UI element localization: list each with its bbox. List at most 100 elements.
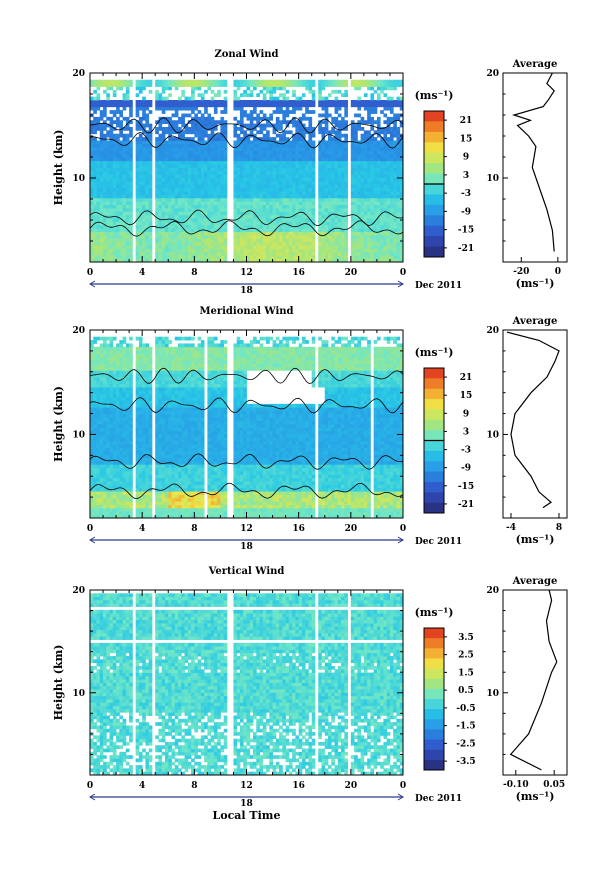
heatmap-cell bbox=[318, 96, 322, 101]
heatmap-cell bbox=[135, 241, 140, 246]
heatmap-cell bbox=[334, 120, 339, 125]
heatmap-cell bbox=[380, 177, 384, 182]
heatmap-cell bbox=[282, 100, 287, 104]
heatmap-cell bbox=[275, 184, 280, 189]
heatmap-cell bbox=[396, 113, 401, 118]
heatmap-cell bbox=[93, 160, 97, 165]
heatmap-cell bbox=[249, 167, 254, 172]
heatmap-cell bbox=[119, 204, 123, 209]
heatmap-cell bbox=[360, 137, 365, 141]
heatmap-cell bbox=[99, 130, 104, 135]
heatmap-cell bbox=[96, 457, 101, 462]
heatmap-cell bbox=[324, 238, 329, 243]
heatmap-cell bbox=[178, 103, 182, 108]
heatmap-cell bbox=[204, 218, 208, 222]
heatmap-cell bbox=[380, 231, 384, 236]
heatmap-cell bbox=[90, 501, 94, 505]
heatmap-cell bbox=[99, 390, 104, 395]
heatmap-cell bbox=[116, 370, 120, 375]
heatmap-cell bbox=[194, 245, 198, 249]
heatmap-cell bbox=[168, 251, 172, 256]
heatmap-cell bbox=[90, 460, 94, 465]
heatmap-cell bbox=[119, 511, 123, 516]
heatmap-cell bbox=[93, 147, 97, 152]
heatmap-cell bbox=[253, 221, 257, 226]
heatmap-cell bbox=[197, 174, 202, 179]
heatmap-cell bbox=[125, 258, 130, 263]
heatmap-cell bbox=[200, 120, 205, 125]
heatmap-cell bbox=[337, 164, 342, 168]
heatmap-cell bbox=[324, 96, 329, 101]
heatmap-cell bbox=[187, 248, 192, 253]
heatmap-cell bbox=[376, 79, 381, 84]
heatmap-cell bbox=[125, 224, 130, 229]
heatmap-cell bbox=[376, 218, 381, 222]
heatmap-cell bbox=[344, 208, 348, 212]
heatmap-cell bbox=[269, 221, 273, 226]
heatmap-cell bbox=[158, 170, 163, 175]
heatmap-cell bbox=[194, 83, 198, 87]
heatmap-cell bbox=[253, 238, 257, 243]
heatmap-cell bbox=[129, 258, 133, 263]
heatmap-cell bbox=[109, 140, 114, 145]
heatmap-cell bbox=[106, 251, 110, 256]
heatmap-cell bbox=[155, 160, 159, 165]
heatmap-cell bbox=[103, 474, 107, 479]
heatmap-cell bbox=[259, 214, 264, 219]
heatmap-cell bbox=[288, 164, 293, 168]
heatmap-cell bbox=[223, 255, 228, 260]
heatmap-cell bbox=[109, 477, 114, 482]
heatmap-cell bbox=[119, 150, 123, 155]
heatmap-cell bbox=[337, 187, 342, 192]
heatmap-cell bbox=[253, 164, 257, 168]
heatmap-cell bbox=[295, 245, 300, 249]
heatmap-cell bbox=[181, 191, 185, 195]
heatmap-cell bbox=[103, 400, 107, 405]
heatmap-cell bbox=[99, 218, 104, 222]
heatmap-cell bbox=[135, 164, 140, 168]
heatmap-cell bbox=[204, 258, 208, 263]
heatmap-cell bbox=[145, 231, 150, 236]
heatmap-cell bbox=[357, 194, 362, 199]
heatmap-cell bbox=[200, 154, 205, 158]
heatmap-cell bbox=[204, 170, 208, 175]
heatmap-cell bbox=[373, 147, 378, 152]
heatmap-cell bbox=[90, 457, 94, 462]
heatmap-cell bbox=[253, 248, 257, 253]
heatmap-cell bbox=[207, 100, 212, 104]
heatmap-cell bbox=[138, 231, 143, 236]
heatmap-cell bbox=[191, 170, 195, 175]
heatmap-cell bbox=[161, 133, 166, 138]
heatmap-cell bbox=[253, 103, 257, 108]
heatmap-cell bbox=[145, 106, 150, 111]
heatmap-cell bbox=[318, 86, 322, 91]
heatmap-cell bbox=[324, 103, 329, 108]
heatmap-cell bbox=[288, 110, 293, 114]
heatmap-cell bbox=[116, 356, 120, 361]
heatmap-cell bbox=[298, 248, 303, 253]
heatmap-cell bbox=[103, 377, 107, 381]
heatmap-cell bbox=[236, 157, 241, 162]
heatmap-cell bbox=[191, 194, 195, 199]
heatmap-cell bbox=[161, 130, 166, 135]
heatmap-cell bbox=[298, 79, 303, 84]
heatmap-cell bbox=[119, 477, 123, 482]
heatmap-cell bbox=[341, 83, 345, 87]
heatmap-cell bbox=[187, 106, 192, 111]
heatmap-cell bbox=[373, 235, 378, 239]
heatmap-cell bbox=[135, 93, 140, 98]
heatmap-cell bbox=[148, 221, 153, 226]
heatmap-cell bbox=[363, 120, 368, 125]
heatmap-cell bbox=[184, 214, 189, 219]
heatmap-cell bbox=[96, 360, 101, 364]
heatmap-cell bbox=[383, 157, 388, 162]
heatmap-cell bbox=[376, 245, 381, 249]
heatmap-cell bbox=[207, 181, 212, 185]
heatmap-cell bbox=[109, 187, 114, 192]
heatmap-cell bbox=[142, 157, 146, 162]
heatmap-cell bbox=[129, 235, 133, 239]
heatmap-cell bbox=[341, 204, 345, 209]
heatmap-cell bbox=[233, 147, 238, 152]
heatmap-cell bbox=[282, 194, 287, 199]
heatmap-cell bbox=[106, 407, 110, 411]
